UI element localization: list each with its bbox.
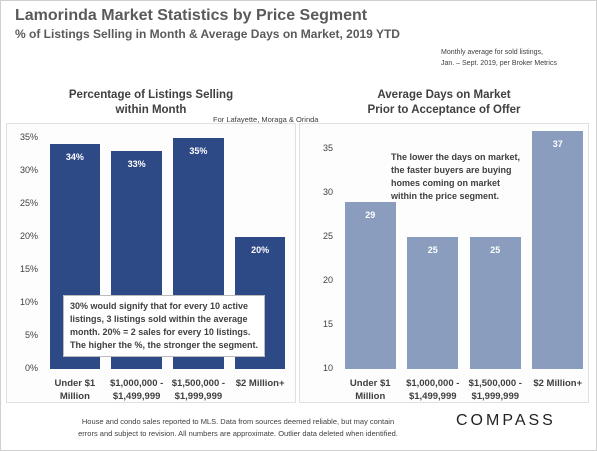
value-label: 20% (251, 244, 270, 255)
chart-title: Percentage of Listings Selling within Mo… (68, 89, 234, 116)
x-tick-label: $1,500,000 - $1,999,999 (468, 378, 522, 402)
x-tick-label: $1,500,000 - $1,999,999 (171, 378, 226, 402)
y-tick-label: 20 (322, 274, 333, 285)
y-tick-label: 30 (322, 186, 333, 197)
x-tick-label: $1,000,000 - $1,499,999 (406, 378, 460, 402)
y-tick-label: 5% (24, 329, 38, 340)
value-label: 29 (365, 209, 376, 220)
y-tick-label: 35 (322, 142, 333, 153)
value-label: 25 (490, 244, 501, 255)
logo: COMPASS (456, 412, 556, 429)
y-tick-label: 0% (24, 363, 38, 373)
bar (469, 236, 521, 369)
note: Jan. – Sept. 2019, per Broker Metrics (441, 60, 557, 67)
annotation: The lower the days on market, the faster… (391, 152, 521, 201)
y-tick-label: 15% (19, 263, 38, 274)
disclaimer: House and condo sales reported to MLS. D… (78, 417, 398, 438)
y-tick-label: 35% (19, 131, 38, 142)
annotation: 30% would signify that for every 10 acti… (63, 295, 266, 357)
x-tick-label: $2 Million+ (533, 378, 583, 389)
x-tick-label: $2 Million+ (235, 378, 285, 389)
y-tick-label: 20% (19, 230, 38, 241)
y-tick-label: 10 (322, 363, 333, 373)
chart-subtitle: For Lafayette, Moraga & Orinda (213, 115, 319, 124)
y-tick-label: 25% (19, 197, 38, 208)
x-tick-label: Under $1 Million (54, 378, 96, 402)
value-label: 34% (65, 152, 84, 163)
bar (407, 236, 459, 369)
x-tick-label: Under $1 Million (349, 378, 391, 402)
bar (532, 131, 584, 369)
x-tick-label: $1,000,000 - $1,499,999 (109, 378, 164, 402)
y-tick-label: 30% (19, 164, 38, 175)
chart-title: Average Days on Market Prior to Acceptan… (367, 89, 521, 116)
value-label: 35% (189, 145, 208, 156)
subtitle: % of Listings Selling in Month & Average… (15, 27, 400, 41)
y-tick-label: 15 (322, 318, 333, 329)
y-tick-label: 25 (322, 230, 333, 241)
value-label: 25 (427, 244, 438, 255)
title: Lamorinda Market Statistics by Price Seg… (15, 7, 368, 24)
y-tick-label: 10% (19, 296, 38, 307)
value-label: 37 (552, 139, 563, 149)
note: Monthly average for sold listings, (441, 49, 543, 56)
value-label: 33% (127, 158, 146, 169)
bar (344, 201, 396, 369)
